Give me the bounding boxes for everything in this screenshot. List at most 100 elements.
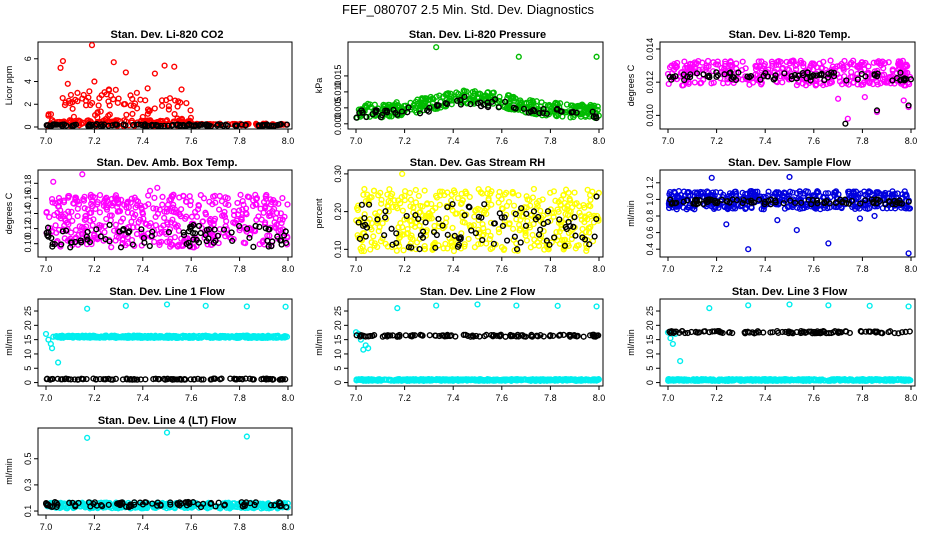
data-point [558, 108, 565, 115]
data-point [786, 60, 793, 67]
data-point [265, 226, 272, 233]
data-point [128, 195, 135, 202]
data-point [433, 101, 441, 109]
data-point [706, 74, 713, 81]
data-point [67, 91, 75, 99]
data-point [779, 79, 786, 86]
data-point [714, 61, 722, 68]
data-point [830, 69, 838, 76]
data-point [800, 72, 807, 79]
data-point [807, 73, 814, 81]
data-point [133, 201, 141, 209]
data-point [161, 62, 168, 69]
data-point [232, 122, 239, 129]
data-point [96, 209, 103, 216]
data-point [553, 106, 560, 113]
data-point [515, 192, 522, 199]
data-point [486, 235, 493, 243]
data-point [536, 110, 543, 117]
data-point [74, 212, 81, 220]
data-point [98, 92, 105, 99]
data-point [405, 104, 412, 111]
data-point [167, 205, 174, 212]
y-tick-label: 20 [333, 320, 343, 330]
data-point [55, 203, 63, 210]
data-point [261, 221, 269, 228]
data-point [407, 196, 415, 203]
data-point [69, 123, 76, 130]
data-point [106, 212, 114, 219]
data-point [905, 303, 912, 310]
data-point [182, 235, 189, 242]
data-point [283, 239, 290, 247]
data-point [266, 209, 273, 217]
data-point [474, 301, 481, 308]
data-point [367, 246, 374, 253]
data-point [807, 77, 814, 84]
data-point [708, 80, 715, 87]
y-tick-label: 15 [23, 335, 33, 345]
data-point [262, 203, 269, 211]
data-point [729, 73, 736, 81]
data-point [275, 200, 282, 207]
data-point [847, 73, 854, 80]
data-point [399, 207, 406, 214]
data-point [512, 105, 519, 112]
data-point [45, 111, 52, 118]
data-point [150, 205, 157, 212]
x-tick-label: 7.8 [233, 264, 246, 274]
data-point [137, 216, 144, 223]
data-point [171, 221, 179, 228]
data-point [893, 74, 901, 82]
data-point [177, 206, 185, 213]
data-point [402, 332, 409, 339]
x-tick-label: 7.6 [185, 393, 198, 403]
data-point [106, 111, 113, 118]
data-point [79, 171, 86, 178]
data-point [186, 193, 193, 200]
data-point [43, 122, 50, 129]
data-point [733, 60, 740, 67]
data-point [788, 72, 795, 80]
data-point [277, 210, 284, 217]
data-point [256, 123, 263, 130]
data-point [283, 121, 291, 128]
data-point [129, 95, 136, 103]
data-point [413, 239, 421, 246]
data-point [804, 69, 811, 76]
data-point [88, 42, 96, 49]
data-point [708, 174, 715, 181]
data-point [553, 113, 560, 120]
data-point [854, 76, 861, 83]
x-tick-label: 8.0 [282, 136, 295, 146]
data-point [447, 90, 454, 97]
y-tick-label: 10 [23, 349, 33, 359]
data-point [197, 121, 204, 128]
data-point [416, 110, 424, 117]
data-point [771, 75, 779, 82]
data-point [94, 201, 101, 208]
x-tick-label: 7.4 [137, 393, 150, 403]
data-point [255, 213, 262, 220]
data-point [481, 93, 488, 100]
data-point [161, 122, 168, 129]
data-point [100, 202, 108, 210]
data-point [378, 111, 386, 119]
data-point [467, 100, 474, 108]
data-point [129, 121, 137, 129]
data-point [506, 102, 513, 109]
data-point [174, 103, 181, 110]
data-point [129, 241, 136, 248]
data-point [495, 104, 502, 111]
data-point [69, 217, 76, 224]
data-point [755, 58, 762, 65]
y-tick-label: 10 [645, 349, 655, 359]
data-point [246, 194, 253, 201]
data-point [786, 173, 793, 181]
data-point [399, 170, 406, 177]
data-point [99, 122, 106, 130]
x-tick-label: 7.4 [137, 136, 150, 146]
data-point [774, 217, 781, 224]
data-point [182, 215, 189, 222]
